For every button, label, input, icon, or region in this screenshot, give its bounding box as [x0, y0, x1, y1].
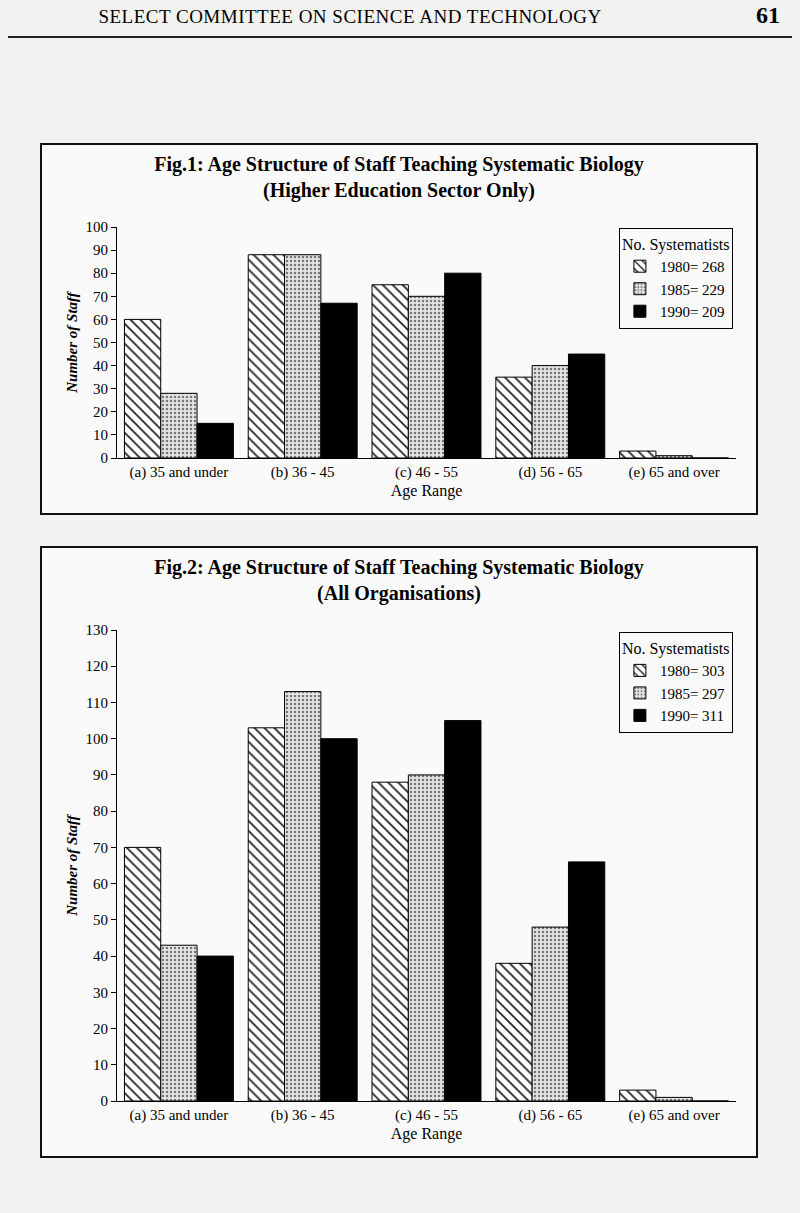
svg-text:70: 70 — [93, 289, 108, 305]
svg-text:20: 20 — [93, 404, 108, 420]
svg-text:Fig.2: Age Structure of Staff: Fig.2: Age Structure of Staff Teaching S… — [154, 556, 644, 605]
svg-text:No. Systematists: No. Systematists — [622, 640, 730, 658]
svg-text:90: 90 — [93, 242, 108, 258]
svg-text:1985= 229: 1985= 229 — [660, 282, 725, 298]
svg-text:70: 70 — [93, 840, 108, 856]
svg-text:Age Range: Age Range — [391, 1125, 463, 1143]
svg-text:0: 0 — [101, 1093, 109, 1109]
svg-text:40: 40 — [93, 948, 108, 964]
svg-text:1990= 311: 1990= 311 — [660, 708, 724, 724]
svg-text:(c) 46 - 55: (c) 46 - 55 — [395, 1107, 458, 1124]
svg-text:50: 50 — [93, 335, 108, 351]
html-text:SELECT COMMITTEE ON SCIENCE AN: SELECT COMMITTEE ON SCIENCE AND TECHNOLO… — [98, 6, 602, 27]
svg-text:(c) 46 - 55: (c) 46 - 55 — [395, 464, 458, 481]
svg-text:1985= 297: 1985= 297 — [660, 686, 725, 702]
svg-text:130: 130 — [86, 622, 109, 638]
svg-text:Fig.1: Age Structure of Staff: Fig.1: Age Structure of Staff Teaching S… — [154, 153, 644, 202]
html-text:61: 61 — [756, 2, 780, 28]
svg-text:30: 30 — [93, 381, 108, 397]
svg-text:90: 90 — [93, 767, 108, 783]
svg-text:1980= 268: 1980= 268 — [660, 259, 725, 275]
svg-text:10: 10 — [93, 1057, 108, 1073]
svg-text:Number of Staff: Number of Staff — [64, 290, 80, 394]
svg-text:10: 10 — [93, 427, 108, 443]
svg-text:Age Range: Age Range — [391, 482, 463, 500]
svg-text:80: 80 — [93, 803, 108, 819]
svg-text:(e) 65 and over: (e) 65 and over — [628, 1107, 719, 1124]
svg-text:1990= 209: 1990= 209 — [660, 304, 725, 320]
svg-text:(a) 35 and under: (a) 35 and under — [130, 1107, 229, 1124]
svg-text:No. Systematists: No. Systematists — [622, 236, 730, 254]
svg-text:110: 110 — [86, 695, 108, 711]
svg-text:100: 100 — [86, 731, 109, 747]
svg-text:100: 100 — [86, 219, 109, 235]
svg-text:(b) 36 - 45: (b) 36 - 45 — [271, 1107, 335, 1124]
svg-text:0: 0 — [101, 450, 109, 466]
svg-text:30: 30 — [93, 985, 108, 1001]
svg-text:(e) 65 and over: (e) 65 and over — [628, 464, 719, 481]
svg-text:120: 120 — [86, 658, 109, 674]
svg-text:50: 50 — [93, 912, 108, 928]
svg-text:40: 40 — [93, 358, 108, 374]
svg-text:60: 60 — [93, 312, 108, 328]
svg-text:20: 20 — [93, 1021, 108, 1037]
svg-text:(d) 56 - 65: (d) 56 - 65 — [518, 1107, 582, 1124]
svg-text:80: 80 — [93, 265, 108, 281]
svg-text:60: 60 — [93, 876, 108, 892]
svg-text:(b) 36 - 45: (b) 36 - 45 — [271, 464, 335, 481]
svg-text:(a) 35 and under: (a) 35 and under — [130, 464, 229, 481]
svg-text:Number of Staff: Number of Staff — [64, 813, 80, 917]
svg-text:(d) 56 - 65: (d) 56 - 65 — [518, 464, 582, 481]
svg-text:1980= 303: 1980= 303 — [660, 663, 725, 679]
